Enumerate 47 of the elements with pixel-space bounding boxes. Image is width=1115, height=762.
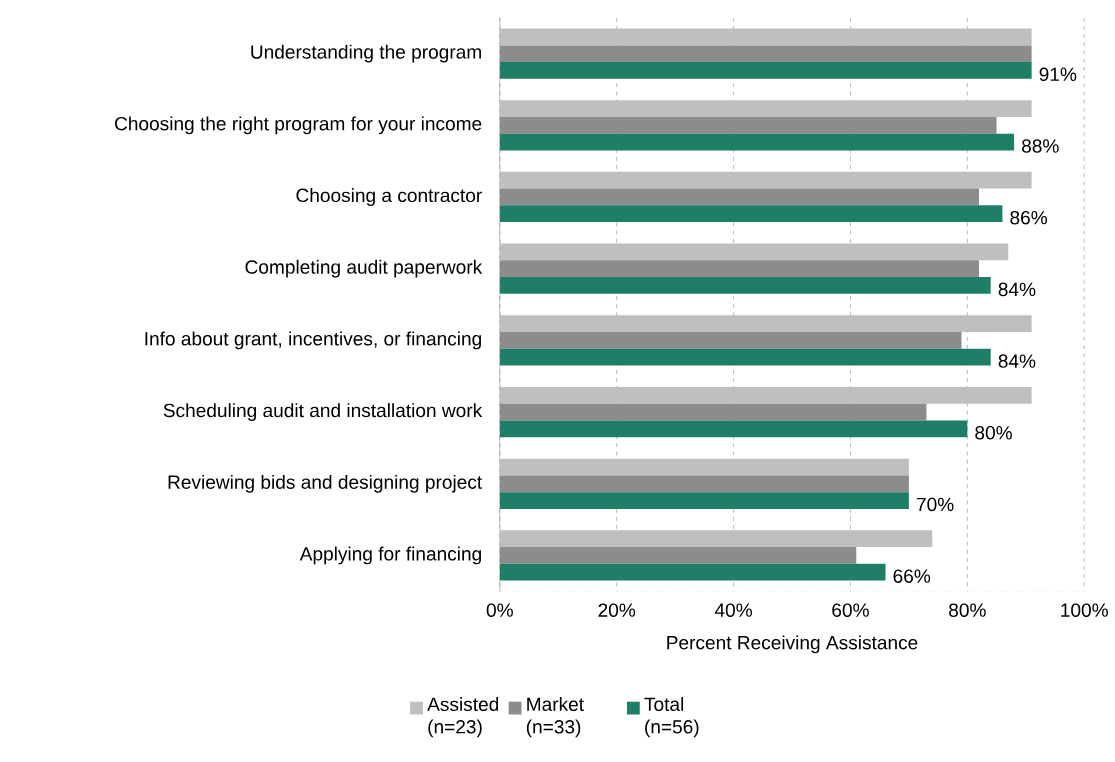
data-label: 86%: [1010, 211, 1048, 225]
bar: [499, 277, 991, 294]
bar: [499, 62, 1032, 79]
y-tick-label: Completing audit paperwork: [245, 259, 483, 278]
y-tick-label: Applying for financing: [299, 546, 481, 565]
x-tick-label: 60%: [832, 603, 869, 618]
bar: [499, 117, 997, 134]
data-label: 91%: [1039, 67, 1077, 82]
bar: [499, 133, 1015, 151]
bar: [499, 403, 927, 421]
bar: [499, 260, 980, 278]
bar: [499, 243, 1009, 261]
data-label: 84%: [998, 354, 1036, 368]
y-tick-label: Choosing the right program for your income: [115, 116, 482, 135]
bar: [499, 332, 962, 349]
bar: [499, 205, 1003, 223]
bar: [499, 458, 909, 476]
data-label: 70%: [916, 497, 954, 512]
y-tick-label: Understanding the program: [251, 44, 481, 63]
x-tick-label: 80%: [949, 603, 986, 618]
bar: [499, 348, 991, 366]
bar: [499, 563, 886, 581]
bar: [499, 100, 1032, 118]
data-label: 80%: [975, 426, 1012, 440]
bar: [499, 45, 1032, 63]
x-tick-label: 0%: [486, 603, 513, 618]
bar: [499, 188, 980, 206]
x-tick-label: 100%: [1061, 603, 1108, 618]
y-tick-label: Choosing a contractor: [296, 188, 482, 206]
y-tick-label: Reviewing bids and designing project: [168, 474, 483, 493]
data-label: 84%: [998, 282, 1036, 297]
data-label: 66%: [893, 569, 931, 584]
bar: [499, 387, 1032, 404]
bar: [499, 475, 909, 493]
x-tick-label: 20%: [598, 603, 636, 618]
data-label: 88%: [1022, 139, 1059, 153]
bar: [499, 420, 968, 438]
bar: [499, 547, 857, 564]
y-tick-label: Info about grant, incentives, or financing: [145, 331, 481, 350]
bar: [499, 171, 1032, 189]
legend-label: Market (n=33): [526, 697, 584, 738]
legend-label: Assisted (n=23): [427, 697, 499, 738]
bar: [499, 492, 909, 509]
x-axis-title: Percent Receiving Assistance: [667, 635, 918, 654]
x-tick-label: 40%: [714, 603, 752, 618]
y-tick-label: Scheduling audit and installation work: [163, 403, 483, 422]
legend-label: Total (n=56): [644, 697, 699, 738]
